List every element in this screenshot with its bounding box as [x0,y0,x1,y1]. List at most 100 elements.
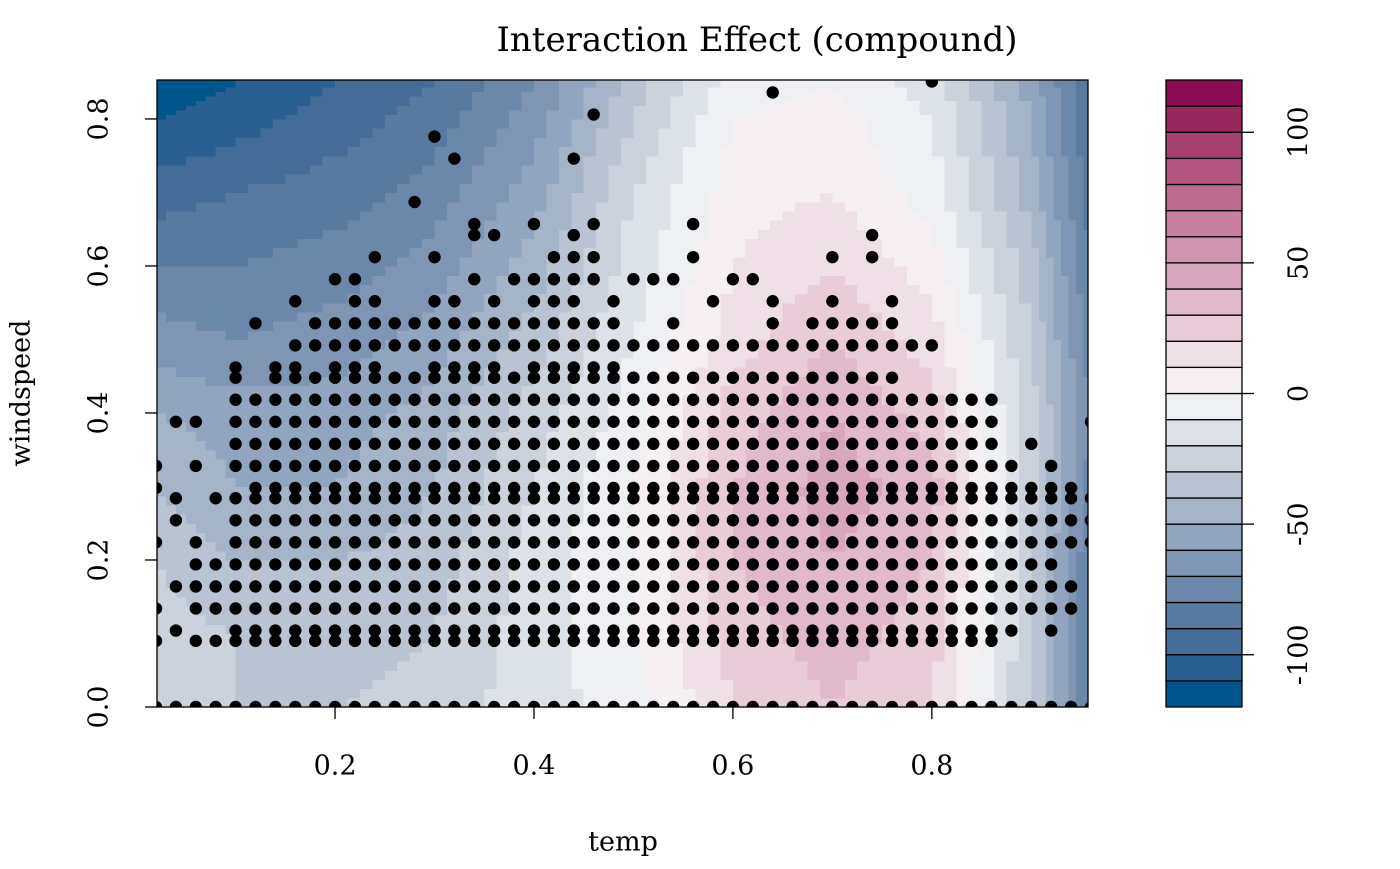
contour-cell [720,164,734,175]
contour-cell [205,458,217,469]
contour-cell [285,256,299,267]
contour-cell [225,403,237,414]
contour-cell [1083,348,1088,359]
contour-cell [248,449,262,460]
contour-cell [882,220,896,230]
contour-cell [956,210,970,221]
contour-cell [645,174,659,184]
contour-cell [397,412,411,423]
contour-cell [708,238,722,249]
contour-cell [434,265,448,276]
contour-cell [397,367,411,377]
contour-cell [720,256,734,267]
contour-cell [695,339,709,350]
contour-cell [670,651,684,662]
contour-cell [434,412,448,423]
contour-cell [185,661,197,671]
contour-cell [931,642,945,653]
contour-cell [384,422,398,432]
contour-cell [670,670,684,681]
contour-cell [1031,210,1040,221]
contour-cell [1083,486,1088,497]
contour-cell [757,367,771,377]
contour-cell [459,541,473,552]
contour-cell [185,449,197,460]
contour-cell [175,367,187,377]
contour-cell [832,495,846,506]
contour-cell [225,128,237,138]
contour-cell [745,265,759,276]
contour-cell [1061,477,1070,488]
contour-cell [434,477,448,488]
contour-cell [422,247,436,258]
contour-cell [409,128,423,138]
contour-cell [205,504,217,515]
contour-cell [175,302,187,313]
contour-cell [906,357,921,368]
contour-cell [882,367,896,377]
contour-cell [1018,578,1032,589]
contour-cell [658,238,672,249]
contour-cell [1031,624,1040,635]
contour-cell [906,321,921,331]
contour-cell [195,422,207,432]
contour-cell [175,569,187,579]
contour-cell [335,642,349,653]
contour-cell [583,642,597,653]
contour-cell [285,164,299,175]
contour-cell [215,265,227,276]
contour-cell [347,174,361,184]
contour-cell [745,403,759,414]
contour-cell [384,468,398,478]
contour-cell [906,596,921,607]
contour-cell [446,651,460,662]
contour-cell [509,431,523,442]
contour-cell [857,265,871,276]
contour-cell [1053,495,1062,506]
contour-cell [533,495,548,506]
contour-cell [272,587,286,598]
contour-cell [608,330,622,341]
contour-cell [1076,201,1085,212]
contour-cell [1018,210,1032,221]
contour-cell [844,201,858,212]
contour-cell [1038,210,1047,221]
contour-cell [205,330,217,341]
contour-cell [1046,661,1055,671]
contour-cell [335,412,349,423]
contour-cell [969,192,983,203]
contour-cell [832,541,846,552]
contour-cell [919,118,933,129]
contour-cell [521,293,535,304]
contour-cell [1038,633,1047,644]
contour-cell [285,118,299,129]
contour-cell [571,284,585,295]
contour-cell [215,624,227,635]
contour-cell [869,422,883,432]
contour-cell [1031,688,1040,699]
contour-cell [285,146,299,157]
contour-cell [446,661,460,671]
contour-cell [732,449,746,460]
contour-cell [1083,339,1088,350]
contour-cell [422,651,436,662]
contour-cell [732,633,746,644]
contour-cell [795,293,809,304]
contour-cell [894,265,908,276]
contour-cell [409,642,423,653]
contour-cell [1031,458,1040,469]
contour-cell [397,458,411,469]
contour-cell [1046,220,1055,230]
contour-cell [546,330,560,341]
contour-cell [596,256,610,267]
contour-cell [969,321,983,331]
contour-cell [931,559,945,570]
contour-cell [359,238,373,249]
contour-cell [683,385,697,396]
contour-cell [215,458,227,469]
contour-cell [297,412,311,423]
contour-cell [807,183,821,194]
contour-cell [459,284,473,295]
contour-cell [894,155,908,166]
contour-cell [347,569,361,579]
